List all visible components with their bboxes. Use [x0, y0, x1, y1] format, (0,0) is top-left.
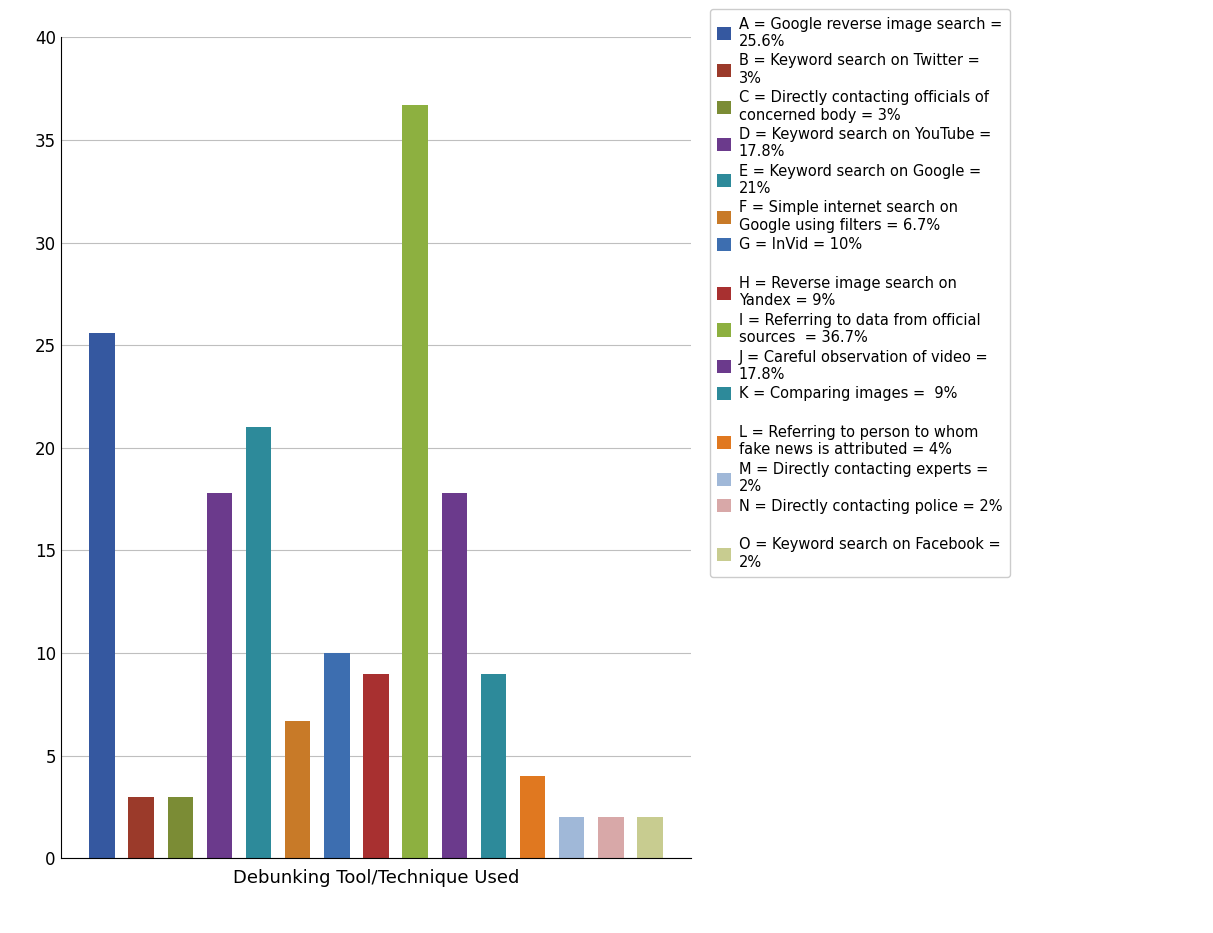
Bar [324, 653, 349, 858]
Bar [559, 817, 585, 858]
Bar [364, 674, 388, 858]
Bar [285, 721, 311, 858]
Bar [480, 674, 506, 858]
Bar [403, 105, 428, 858]
Bar [520, 776, 546, 858]
Bar [246, 427, 272, 858]
Bar [90, 333, 115, 858]
X-axis label: Debunking Tool/Technique Used: Debunking Tool/Technique Used [233, 870, 519, 887]
Bar [442, 493, 467, 858]
Bar [129, 797, 154, 858]
Bar [206, 493, 232, 858]
Bar [598, 817, 623, 858]
Legend: A = Google reverse image search =
25.6%, B = Keyword search on Twitter =
3%, C =: A = Google reverse image search = 25.6%,… [710, 9, 1009, 578]
Bar [167, 797, 193, 858]
Bar [637, 817, 662, 858]
